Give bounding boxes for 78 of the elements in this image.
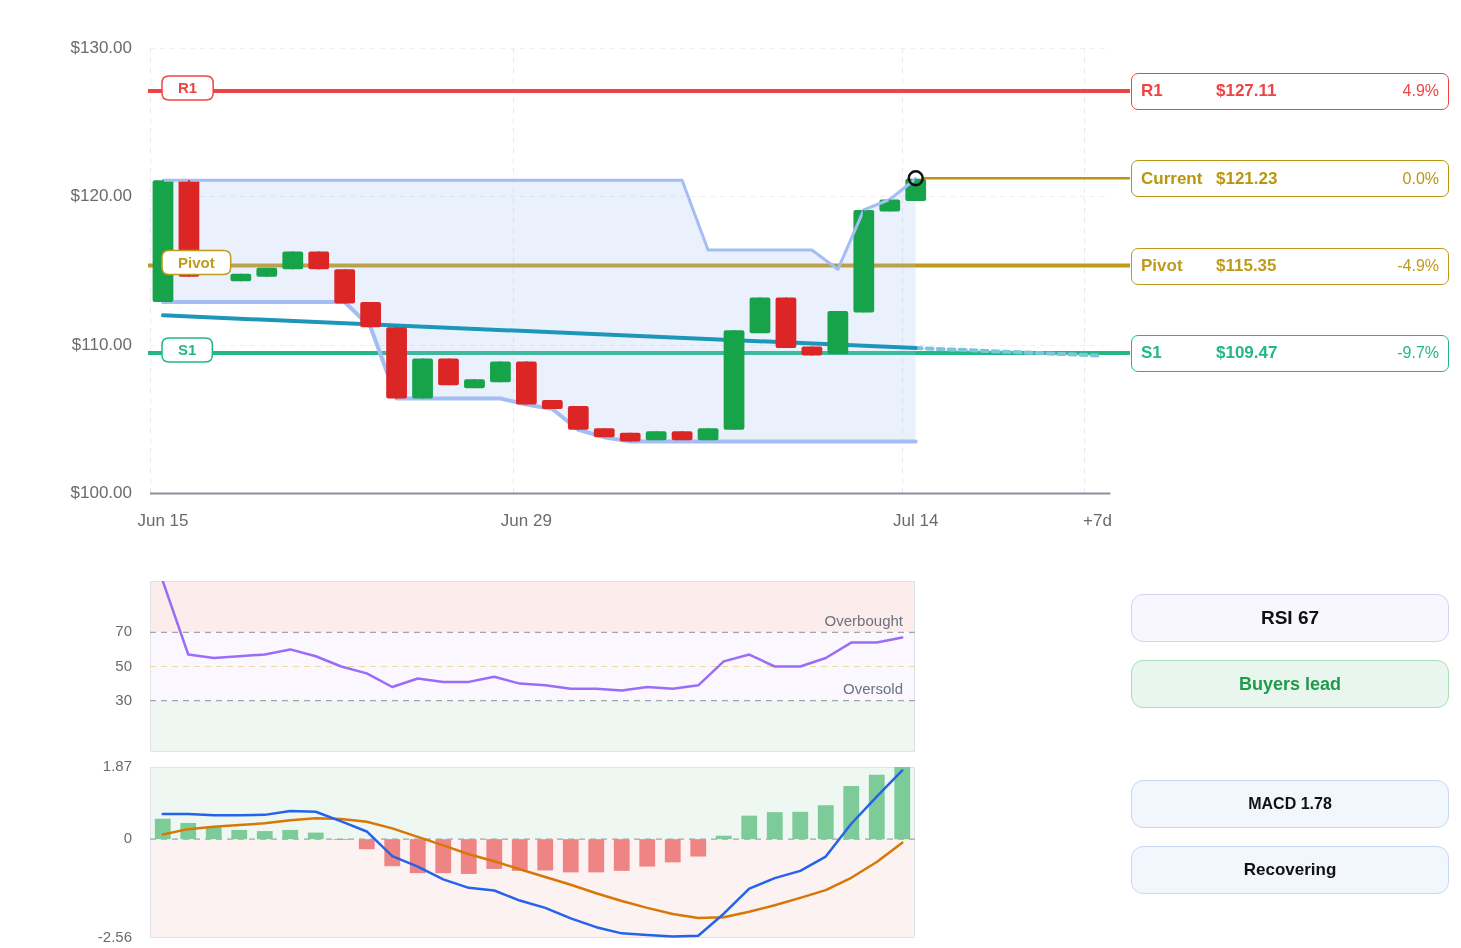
bar (817, 805, 834, 840)
candlestick (412, 357, 433, 400)
y-tick-label: -2.56 (97, 928, 132, 946)
candlestick (360, 300, 382, 329)
text: Pivot (1141, 256, 1183, 276)
text: 4.9% (1402, 82, 1439, 101)
y-tick-label: $100.00 (70, 483, 132, 503)
bar (435, 839, 452, 874)
bar (613, 839, 630, 871)
bar (231, 829, 248, 840)
candlestick (386, 326, 407, 400)
bar (256, 831, 273, 840)
candlestick (464, 378, 485, 390)
y-tick-label: $130.00 (70, 37, 132, 57)
ref-line-label: Pivot (177, 253, 215, 271)
bar (537, 839, 554, 871)
x-tick-label: Jun 15 (137, 511, 189, 531)
ref-line-label: Overbought (824, 611, 904, 629)
candlestick (593, 427, 615, 439)
bar (562, 839, 579, 873)
bar (868, 774, 885, 840)
text: $127.11 (1216, 81, 1277, 102)
bar (741, 815, 758, 840)
text: $115.35 (1216, 256, 1277, 277)
text: -9.7% (1397, 344, 1439, 363)
y-tick-label: 1.87 (102, 757, 132, 775)
candlestick (645, 430, 667, 442)
bar (588, 839, 605, 873)
y-tick-label: 50 (115, 656, 132, 674)
text: $121.23 (1216, 168, 1278, 189)
candlestick (334, 268, 356, 305)
text: R1 (1141, 81, 1163, 101)
x-tick-label: Jun 29 (500, 511, 552, 531)
x-tick-label: +7d (1083, 511, 1112, 531)
candlestick (438, 357, 459, 387)
candlestick (515, 360, 537, 406)
bar (282, 829, 299, 840)
y-tick-label: $120.00 (70, 186, 132, 206)
bar (690, 839, 707, 857)
text: S1 (1141, 343, 1162, 363)
candlestick (567, 404, 589, 431)
candlestick (256, 266, 278, 278)
candlestick (282, 250, 304, 271)
bar (154, 818, 171, 840)
candlestick (827, 309, 849, 355)
x-tick-label: Jul 14 (893, 511, 939, 531)
ref-line-label: R1 (177, 79, 198, 97)
bar (486, 839, 503, 869)
bar (664, 839, 681, 863)
bar (894, 767, 911, 840)
candlestick (490, 360, 511, 384)
y-tick-label: 70 (115, 622, 132, 640)
text: -4.9% (1397, 257, 1439, 276)
bar (307, 832, 324, 840)
text: Recovering (1131, 846, 1449, 894)
text: MACD 1.78 (1131, 780, 1449, 828)
bar (358, 839, 375, 850)
candlestick (619, 431, 641, 443)
bar (639, 839, 656, 867)
candlestick (308, 250, 330, 271)
text: 0.0% (1402, 169, 1439, 188)
bar (766, 812, 783, 840)
annotation: Current (1141, 168, 1203, 189)
y-tick-label: 0 (123, 829, 132, 847)
bar (205, 827, 222, 840)
y-tick-label: 30 (115, 690, 132, 708)
text: $109.47 (1216, 343, 1278, 364)
candlestick (541, 400, 563, 409)
bar (409, 839, 426, 874)
text: Buyers lead (1131, 660, 1449, 708)
ref-line-label: S1 (177, 341, 197, 359)
y-tick-label: $110.00 (71, 334, 132, 354)
text: RSI 67 (1131, 594, 1449, 642)
bar (843, 785, 860, 840)
bar (792, 811, 809, 840)
ref-line-label: Oversold (842, 680, 903, 698)
bar (460, 839, 477, 874)
bar (511, 839, 528, 871)
